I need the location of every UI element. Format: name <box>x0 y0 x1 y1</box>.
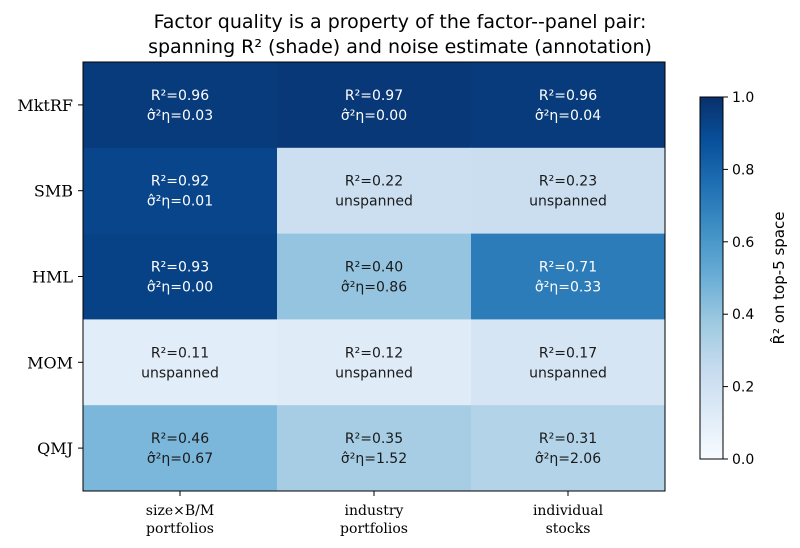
colorbar: 0.0 0.2 0.4 0.6 0.8 1.0 R̂² on top-5 space <box>699 90 788 468</box>
heatmap-cell <box>277 405 472 492</box>
heatmap-cells: R²=0.96 σ̂²η=0.03 R²=0.97 σ̂²η=0.00 R²=0.96 σ… <box>83 62 666 492</box>
heatmap-cell <box>471 405 666 492</box>
cell-noise-label: σ̂²η=0.86 <box>341 280 407 296</box>
heatmap-cell <box>83 319 278 406</box>
cell-noise-label: σ̂²η=0.01 <box>147 194 213 210</box>
cell-noise-label: unspanned <box>335 194 413 210</box>
cell-r2-label: R²=0.23 <box>539 174 597 190</box>
column-label: size×B/M <box>146 503 214 519</box>
colorbar-tick-label: 1.0 <box>732 90 754 106</box>
cell-r2-label: R²=0.93 <box>151 260 209 276</box>
heatmap-cell <box>471 233 666 320</box>
heatmap-cell <box>277 62 472 149</box>
cell-noise-label: σ̂²η=0.04 <box>535 108 601 124</box>
colorbar-ticks: 0.0 0.2 0.4 0.6 0.8 1.0 <box>723 90 754 468</box>
heatmap-cell <box>83 405 278 492</box>
colorbar-tick-label: 0.0 <box>732 452 754 468</box>
cell-noise-label: unspanned <box>529 365 607 381</box>
cell-r2-label: R²=0.17 <box>539 345 597 361</box>
row-label: MktRF <box>17 96 73 115</box>
colorbar-frame <box>699 96 724 460</box>
column-label: portfolios <box>146 521 214 537</box>
colorbar-tick-label: 0.8 <box>732 162 754 178</box>
title-line-1: Factor quality is a property of the fact… <box>154 11 647 33</box>
cell-noise-label: σ̂²η=0.00 <box>147 280 213 296</box>
cell-noise-label: unspanned <box>335 365 413 381</box>
cell-noise-label: σ̂²η=0.03 <box>147 108 213 124</box>
heatmap-cell <box>83 147 278 235</box>
heatmap-cell <box>83 233 278 320</box>
colorbar-label: R̂² on top-5 space <box>769 212 788 345</box>
cell-noise-label: σ̂²η=2.06 <box>535 451 601 467</box>
heatmap-cell <box>471 62 666 149</box>
column-label: industry <box>345 503 404 519</box>
colorbar-tick-label: 0.4 <box>732 307 754 323</box>
title-line-2: spanning R² (shade) and noise estimate (… <box>148 36 652 58</box>
colorbar-tick-label: 0.6 <box>732 235 754 251</box>
colorbar-axis-label: R̂² on top-5 space <box>769 212 788 345</box>
cell-noise-label: σ̂²η=0.00 <box>341 108 407 124</box>
cell-r2-label: R²=0.40 <box>345 260 403 276</box>
heatmap-cell <box>471 319 666 406</box>
cell-r2-label: R²=0.31 <box>539 431 597 447</box>
colorbar-tick-label: 0.2 <box>732 380 754 396</box>
cell-r2-label: R²=0.96 <box>151 88 209 104</box>
column-label: portfolios <box>340 521 408 537</box>
cell-r2-label: R²=0.22 <box>345 174 403 190</box>
cell-r2-label: R²=0.92 <box>151 174 209 190</box>
cell-r2-label: R²=0.96 <box>539 88 597 104</box>
heatmap-cell <box>277 233 472 320</box>
heatmap-cell <box>471 147 666 235</box>
cell-r2-label: R²=0.97 <box>345 88 403 104</box>
heatmap-cell <box>277 147 472 235</box>
row-labels: MktRF SMB HML MOM QMJ <box>17 96 83 458</box>
column-label: individual <box>533 503 604 519</box>
cell-noise-label: σ̂²η=0.33 <box>535 280 601 296</box>
row-label: SMB <box>34 182 73 201</box>
cell-r2-label: R²=0.46 <box>151 431 209 447</box>
cell-noise-label: unspanned <box>141 365 219 381</box>
cell-r2-label: R²=0.11 <box>151 345 209 361</box>
heatmap-cell <box>83 62 278 149</box>
cell-noise-label: unspanned <box>529 194 607 210</box>
cell-noise-label: σ̂²η=0.67 <box>147 451 213 467</box>
column-label: stocks <box>546 521 591 537</box>
cell-r2-label: R²=0.35 <box>345 431 403 447</box>
row-label: QMJ <box>37 439 73 458</box>
cell-r2-label: R²=0.71 <box>539 260 597 276</box>
row-label: MOM <box>27 353 73 372</box>
row-label: HML <box>32 268 73 287</box>
heatmap-cell <box>277 319 472 406</box>
chart-title: Factor quality is a property of the fact… <box>148 11 652 58</box>
cell-noise-label: σ̂²η=1.52 <box>341 451 407 467</box>
column-labels: size×B/M portfolios industry portfolios indi… <box>146 491 604 537</box>
colorbar-gradient <box>700 97 723 459</box>
cell-r2-label: R²=0.12 <box>345 345 403 361</box>
